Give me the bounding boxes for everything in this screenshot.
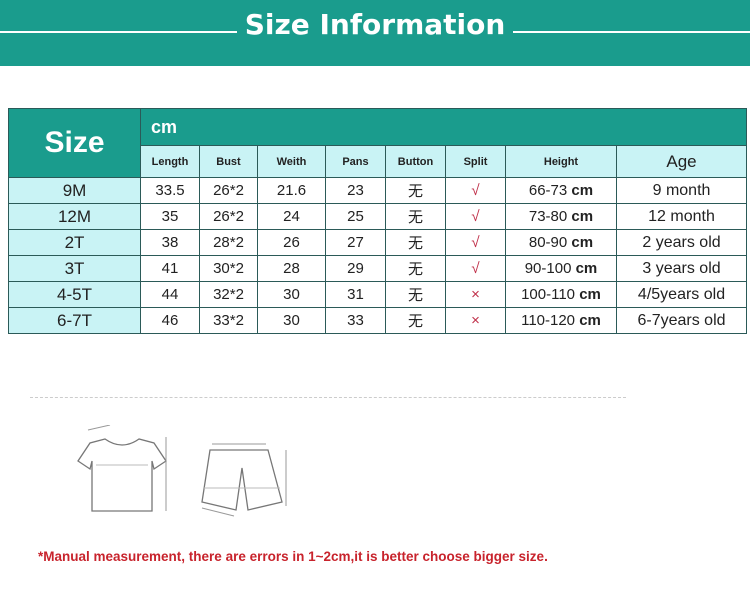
height-unit: cm bbox=[571, 234, 594, 251]
length-cell: 33.5 bbox=[140, 177, 200, 204]
column-header: Bust bbox=[199, 145, 258, 178]
split-cell: √ bbox=[445, 203, 506, 230]
split-cell: √ bbox=[445, 255, 506, 282]
height-unit: cm bbox=[571, 208, 594, 225]
age-cell: 2 years old bbox=[615, 229, 748, 256]
bust-cell: 33*2 bbox=[199, 307, 258, 334]
split-cell: √ bbox=[445, 177, 506, 204]
height-range: 80-90 bbox=[528, 234, 568, 251]
length-cell: 46 bbox=[140, 307, 200, 334]
height-cell: 80-90 cm bbox=[505, 229, 617, 256]
split-cell: × bbox=[445, 307, 506, 334]
column-header: Length bbox=[140, 145, 200, 178]
length-cell: 44 bbox=[140, 281, 200, 308]
weith-cell: 28 bbox=[257, 255, 326, 282]
size-cell: 3T bbox=[8, 255, 141, 282]
bust-cell: 26*2 bbox=[199, 203, 258, 230]
weith-cell: 24 bbox=[257, 203, 326, 230]
split-cell: √ bbox=[445, 229, 506, 256]
height-cell: 100-110 cm bbox=[505, 281, 617, 308]
size-header: Size bbox=[8, 108, 141, 178]
height-range: 66-73 bbox=[528, 182, 568, 199]
weith-cell: 26 bbox=[257, 229, 326, 256]
table-row: 3T 41 30*2 28 29 无 √ 90-100 cm 3 years o… bbox=[8, 255, 748, 282]
measurement-note: *Manual measurement, there are errors in… bbox=[38, 549, 548, 564]
button-cell: 无 bbox=[385, 281, 446, 308]
button-cell: 无 bbox=[385, 203, 446, 230]
table-row: 6-7T 46 33*2 30 33 无 × 110-120 cm 6-7yea… bbox=[8, 307, 748, 334]
shorts-diagram-icon bbox=[201, 443, 287, 517]
split-cell: × bbox=[445, 281, 506, 308]
button-cell: 无 bbox=[385, 255, 446, 282]
pans-cell: 23 bbox=[325, 177, 386, 204]
weith-cell: 30 bbox=[257, 307, 326, 334]
age-cell: 3 years old bbox=[615, 255, 748, 282]
height-unit: cm bbox=[575, 260, 598, 277]
table-row: 4-5T 44 32*2 30 31 无 × 100-110 cm 4/5yea… bbox=[8, 281, 748, 308]
pans-cell: 31 bbox=[325, 281, 386, 308]
banner-title: Size Information bbox=[236, 8, 514, 41]
column-header: Weith bbox=[257, 145, 326, 178]
button-cell: 无 bbox=[385, 229, 446, 256]
size-cell: 6-7T bbox=[8, 307, 141, 334]
pans-cell: 29 bbox=[325, 255, 386, 282]
size-cell: 12M bbox=[8, 203, 141, 230]
size-cell: 9M bbox=[8, 177, 141, 204]
unit-header: cm bbox=[139, 108, 748, 146]
height-unit: cm bbox=[579, 286, 601, 303]
divider bbox=[500, 31, 750, 33]
age-cell: 9 month bbox=[615, 177, 748, 204]
pans-cell: 27 bbox=[325, 229, 386, 256]
column-header: Button bbox=[385, 145, 446, 178]
age-cell: 12 month bbox=[615, 203, 748, 230]
pans-cell: 33 bbox=[325, 307, 386, 334]
table-row: 9M 33.5 26*2 21.6 23 无 √ 66-73 cm 9 mont… bbox=[8, 177, 748, 204]
size-table: Size cm Length Bust Weith Pans Button Split He… bbox=[8, 108, 748, 334]
title-banner: Size Information bbox=[0, 0, 750, 66]
weith-cell: 21.6 bbox=[257, 177, 326, 204]
size-cell: 4-5T bbox=[8, 281, 141, 308]
length-cell: 35 bbox=[140, 203, 200, 230]
table-row: 12M 35 26*2 24 25 无 √ 73-80 cm 12 month bbox=[8, 203, 748, 230]
column-header: Height bbox=[505, 145, 617, 178]
size-cell: 2T bbox=[8, 229, 141, 256]
table-row: 2T 38 28*2 26 27 无 √ 80-90 cm 2 years ol… bbox=[8, 229, 748, 256]
bust-cell: 26*2 bbox=[199, 177, 258, 204]
height-range: 90-100 bbox=[524, 260, 572, 277]
tshirt-diagram-icon bbox=[77, 425, 167, 512]
height-cell: 73-80 cm bbox=[505, 203, 617, 230]
button-cell: 无 bbox=[385, 177, 446, 204]
column-header: Split bbox=[445, 145, 506, 178]
length-cell: 41 bbox=[140, 255, 200, 282]
height-unit: cm bbox=[579, 312, 601, 329]
button-cell: 无 bbox=[385, 307, 446, 334]
height-cell: 66-73 cm bbox=[505, 177, 617, 204]
column-header: Age bbox=[615, 145, 748, 178]
bust-cell: 30*2 bbox=[199, 255, 258, 282]
divider bbox=[30, 397, 626, 398]
age-cell: 4/5years old bbox=[615, 281, 748, 308]
height-cell: 110-120 cm bbox=[505, 307, 617, 334]
length-cell: 38 bbox=[140, 229, 200, 256]
column-header: Pans bbox=[325, 145, 386, 178]
age-cell: 6-7years old bbox=[615, 307, 748, 334]
height-cell: 90-100 cm bbox=[505, 255, 617, 282]
divider bbox=[0, 31, 240, 33]
height-range: 100-110 bbox=[521, 286, 576, 303]
pans-cell: 25 bbox=[325, 203, 386, 230]
height-range: 110-120 bbox=[521, 312, 576, 329]
bust-cell: 28*2 bbox=[199, 229, 258, 256]
height-unit: cm bbox=[571, 182, 594, 199]
weith-cell: 30 bbox=[257, 281, 326, 308]
bust-cell: 32*2 bbox=[199, 281, 258, 308]
height-range: 73-80 bbox=[528, 208, 568, 225]
